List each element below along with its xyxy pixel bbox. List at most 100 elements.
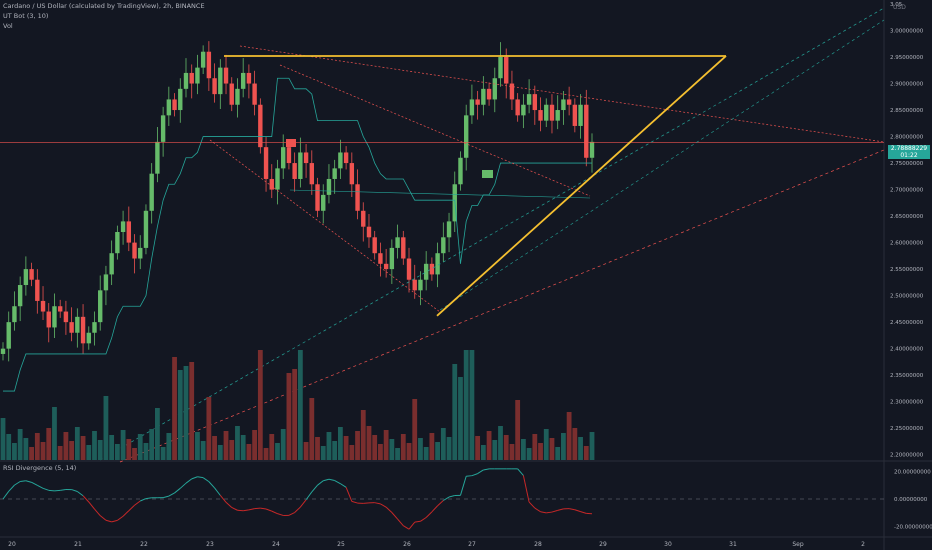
candle-body	[223, 67, 229, 84]
volume-bar	[532, 434, 538, 460]
rsi-segment	[162, 495, 169, 499]
candle-body	[92, 322, 97, 333]
rsi-segment	[425, 511, 433, 518]
volume-bar	[286, 373, 292, 460]
candle-body	[549, 104, 555, 121]
volume-bar	[349, 445, 355, 460]
candle-body	[178, 88, 183, 111]
price-tick-label: 2.60000000	[890, 241, 924, 247]
price-tick-label: 2.80000000	[890, 135, 924, 141]
candle-body	[195, 67, 200, 84]
volume-bar	[29, 447, 34, 460]
candle-body	[526, 94, 532, 105]
volume-bar	[440, 428, 446, 460]
volume-bar	[555, 447, 561, 460]
volume-bar	[172, 357, 177, 460]
candle-body	[303, 152, 309, 164]
candle-body	[406, 258, 412, 280]
volume-bar	[406, 443, 412, 460]
volume-bar	[412, 399, 418, 460]
rsi-segment	[168, 492, 175, 497]
volume-bar	[6, 434, 12, 460]
rsi-segment	[380, 503, 387, 508]
candle-body	[566, 99, 572, 105]
sell-signal-tag	[286, 139, 296, 147]
rsi-segment	[385, 506, 393, 513]
rsi-segment	[42, 487, 49, 491]
price-tick-label: 2.65000000	[890, 214, 924, 220]
currency-badge[interactable]: USD	[893, 4, 906, 11]
candle-body	[515, 99, 520, 116]
volume-bar	[114, 444, 120, 460]
candle-body	[69, 322, 74, 333]
rsi-segment	[77, 491, 84, 497]
rsi-segment	[71, 489, 78, 493]
volume-bar	[583, 446, 589, 460]
volume-bar	[23, 438, 29, 460]
candle-body	[80, 316, 86, 344]
rsi-segment	[191, 476, 198, 480]
volume-bar	[378, 444, 383, 460]
candle-body	[218, 67, 223, 95]
candle-body	[281, 147, 286, 169]
rsi-segment	[334, 480, 341, 485]
volume-bar	[549, 438, 555, 460]
candle-body	[155, 141, 160, 174]
volume-bar	[475, 436, 481, 460]
candle-body	[498, 57, 503, 79]
volume-bar	[0, 418, 6, 460]
volume-bar	[200, 441, 206, 460]
candle-body	[486, 88, 492, 100]
rsi-segment	[88, 501, 95, 510]
volume-bar	[395, 448, 400, 460]
rsi-segment	[351, 500, 358, 504]
rsi-indicator-label[interactable]: RSI Divergence (5, 14)	[3, 464, 77, 472]
candle-body	[132, 242, 137, 259]
volume-bar	[34, 433, 40, 460]
volume-bar	[63, 432, 69, 460]
candle-body	[46, 311, 51, 328]
rsi-segment	[403, 525, 410, 530]
candle-body	[149, 173, 154, 211]
candle-body	[378, 253, 383, 264]
volume-bar	[389, 439, 395, 460]
volume-bar	[452, 364, 458, 460]
rsi-segment	[237, 509, 244, 512]
volume-bar	[12, 443, 17, 460]
date-tick-label: 22	[140, 541, 148, 548]
candle-body	[372, 237, 377, 254]
volume-bar	[80, 436, 86, 460]
candle-body	[252, 83, 257, 105]
candle-body	[326, 178, 332, 195]
price-tick-label: 3.00000000	[890, 29, 924, 35]
dashed-channel-line-upper	[99, 7, 885, 461]
volume-bar	[566, 412, 572, 460]
candle-body	[275, 168, 280, 190]
rsi-tick-label: -20.00000000	[894, 524, 932, 530]
candle-body	[258, 104, 263, 148]
rsi-segment	[557, 508, 564, 511]
volume-indicator-label[interactable]: Vol	[3, 22, 13, 30]
bar-countdown: 01:22	[900, 152, 918, 159]
rsi-segment	[540, 511, 547, 514]
rsi-segment	[345, 487, 353, 502]
candle-body	[286, 147, 292, 164]
rsi-segment	[8, 484, 15, 492]
rsi-segment	[391, 512, 398, 520]
candle-body	[492, 78, 497, 100]
volume-bar	[92, 431, 97, 460]
ut-bot-indicator-label[interactable]: UT Bot (3, 10)	[3, 12, 49, 20]
rsi-segment	[134, 500, 141, 506]
candle-body	[120, 221, 126, 232]
volume-bar	[120, 430, 126, 460]
candle-body	[338, 152, 343, 169]
date-tick-label: 24	[272, 541, 280, 548]
rsi-segment	[448, 495, 455, 498]
volume-bar	[423, 447, 429, 460]
volume-bar	[229, 440, 235, 460]
price-tick-label: 2.50000000	[890, 294, 924, 300]
rsi-segment	[528, 501, 536, 509]
volume-bar	[280, 429, 286, 460]
candle-body	[423, 263, 429, 280]
